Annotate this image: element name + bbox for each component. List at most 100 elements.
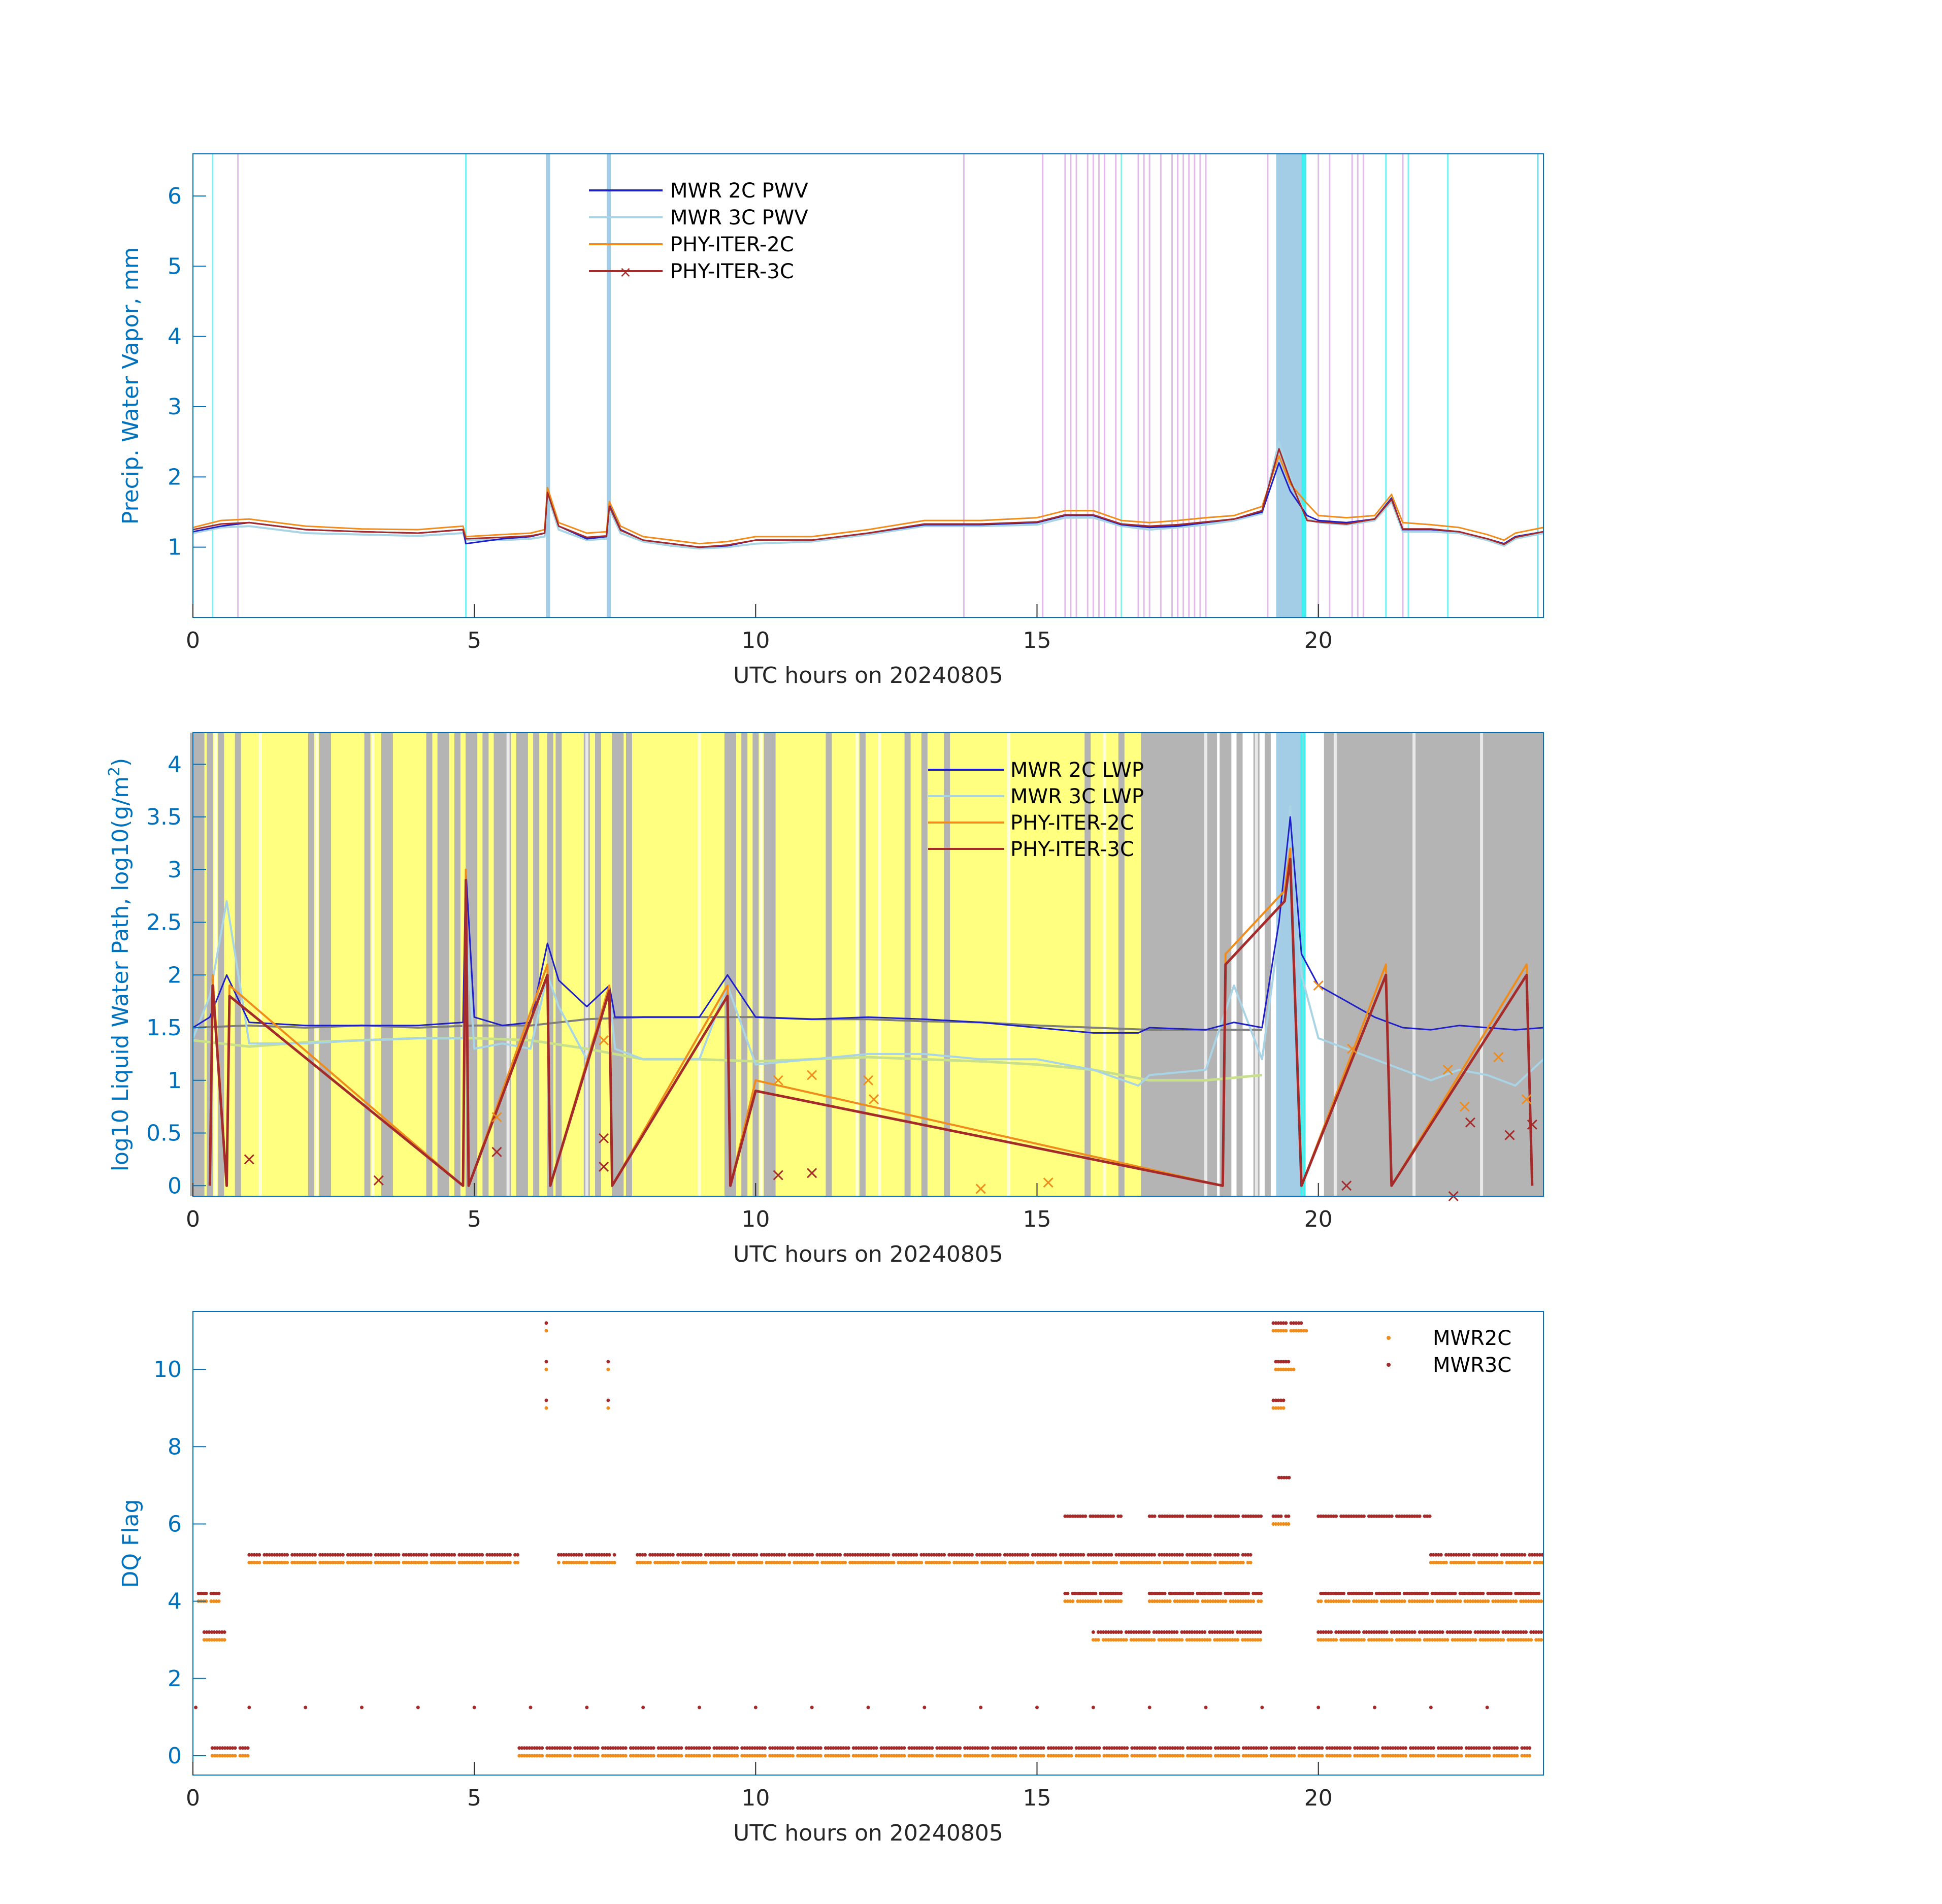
dq-point-mwr2c [1538,1561,1542,1564]
dq-point-mwr3c [374,1553,378,1557]
dq-point-mwr3c [1395,1514,1399,1518]
pink-qc-band [1351,154,1353,617]
dq-point-mwr3c [1127,1630,1131,1634]
dq-point-mwr3c [1374,1630,1378,1634]
dq-point-mwr3c [874,1746,878,1750]
dq-point-mwr2c [1195,1638,1199,1642]
dq-point-mwr2c [1008,1561,1012,1564]
dq-point-mwr2c [417,1561,421,1564]
dq-point-mwr3c [1196,1746,1200,1750]
dq-point-mwr3c [1435,1630,1439,1634]
dq-point-mwr3c [1509,1630,1513,1634]
dq-point-mwr2c [1029,1754,1033,1758]
dq-point-mwr2c [1246,1561,1250,1564]
dq-point-mwr2c [1031,1561,1035,1564]
dq-point-mwr2c [745,1754,749,1758]
dq-point-mwr2c [544,1367,548,1371]
dq-point-mwr2c [1477,1561,1481,1564]
dq-point-mwr2c [1334,1638,1338,1642]
dq-point-mwr2c [1205,1638,1209,1642]
dq-point-mwr2c [1374,1599,1378,1603]
dq-point-mwr3c [545,1746,549,1750]
dq-point-mwr3c [1182,1630,1187,1634]
dq-point-mwr3c [1440,1591,1444,1595]
dq-point-mwr2c [1400,1599,1404,1603]
dq-point-mwr3c [1066,1591,1070,1595]
dq-point-mwr2c [1305,1754,1309,1758]
dq-point-mwr2c [1147,1638,1151,1642]
dq-point-mwr2c [558,1754,562,1758]
dq-point-mwr2c [1372,1638,1376,1642]
dq-point-mwr3c [1006,1746,1010,1750]
dq-point-mwr3c [485,1553,489,1557]
dq-point-mwr3c [1495,1746,1499,1750]
dq-point-mwr3c [1208,1514,1212,1518]
dq-point-mwr2c [1494,1638,1498,1642]
gray-qc-band [381,733,387,1196]
dq-point-mwr3c [716,1553,720,1557]
dq-point-mwr2c [1279,1367,1283,1371]
dq-point-mwr2c [618,1754,622,1758]
dq-point-mwr3c [730,1746,734,1750]
dq-point-mwr2c [1062,1754,1066,1758]
dq-point-mwr3c [651,1746,655,1750]
white-gap-band [1480,733,1484,1196]
dq-point-mwr2c [568,1754,572,1758]
dq-point-mwr3c [1276,1514,1280,1518]
dq-point-mwr2c [1436,1561,1440,1564]
dq-point-mwr2c [760,1561,764,1564]
dq-point-mwr2c [1524,1638,1528,1642]
dq-point-mwr3c [1104,1514,1108,1518]
marker-phy2c [1313,980,1324,991]
series-phy2c-pwv [192,455,1544,545]
dq-point-mwr2c [930,1561,934,1564]
dq-point-mwr3c [1096,1630,1100,1634]
dq-point-mwr2c [369,1561,373,1564]
dq-point-mwr2c [1356,1754,1360,1758]
dq-point-mwr2c [1178,1754,1182,1758]
dq-point-mwr2c [1285,1754,1289,1758]
dq-point-mwr2c [596,1754,600,1758]
dq-point-mwr3c [1358,1746,1362,1750]
dq-point-mwr3c [1454,1746,1458,1750]
dq-point-mwr3c [1257,1591,1261,1595]
dq-point-mwr2c [1248,1638,1253,1642]
dq-point-mwr2c [561,1754,565,1758]
dq-point-mwr3c [958,1746,962,1750]
dq-point-mwr2c [1074,1754,1078,1758]
dq-point-mwr2c [572,1561,576,1564]
gray-qc-band [1264,733,1271,1196]
dq-point-mwr3c [909,1553,913,1557]
dq-point-mwr3c [356,1553,360,1557]
pink-qc-band [1137,154,1139,617]
dq-point-mwr2c [1142,1561,1146,1564]
dq-point-mwr3c [318,1553,322,1557]
dq-point-mwr3c [1003,1746,1007,1750]
dq-point-mwr3c [798,1746,802,1750]
dq-point-mwr2c [1168,1561,1171,1564]
dq-point-mwr3c [252,1553,256,1557]
dq-point-mwr3c [496,1553,500,1557]
dq-point-mwr2c [1114,1638,1118,1642]
dq-point-mwr2c [214,1599,218,1603]
gray-qc-band [325,733,331,1196]
dq-point-mwr2c [1120,1754,1124,1758]
dq-point-mwr3c [1507,1553,1511,1557]
dq-point-mwr3c [1506,1591,1510,1595]
dq-point-mwr2c [1310,1754,1314,1758]
dq-point-mwr3c [874,1553,878,1557]
dq-point-mwr2c [1194,1754,1197,1758]
dq-point-mwr3c [1145,1746,1149,1750]
dq-point-mwr2c [1512,1754,1517,1758]
dq-point-mwr2c [1416,1754,1420,1758]
dq-point-mwr3c [1369,1630,1373,1634]
dq-point-mwr3c [1259,1591,1263,1595]
dq-point-mwr2c [358,1561,363,1564]
dq-point-mwr3c [831,1553,835,1557]
gray-qc-band [364,733,371,1196]
dq-point-mwr2c [1139,1638,1143,1642]
dq-point-mwr3c [636,1553,640,1557]
dq-point-mwr3c [768,1746,772,1750]
dq-point-mwr3c [1458,1630,1462,1634]
dq-point-mwr3c [1064,1553,1068,1557]
